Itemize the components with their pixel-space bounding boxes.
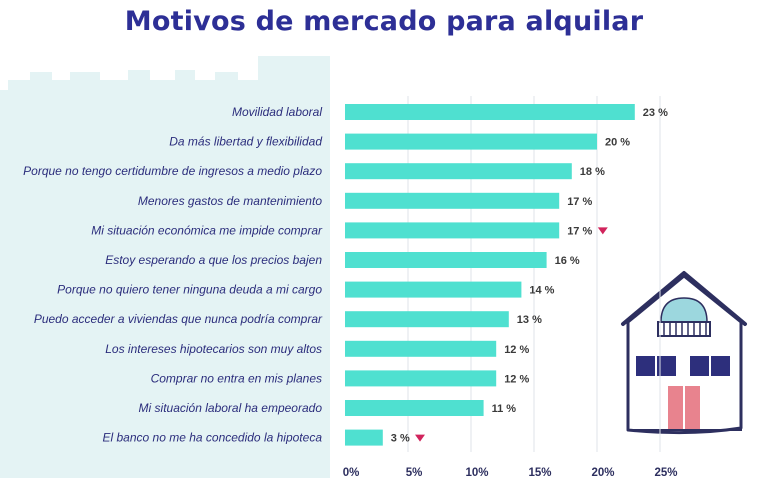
chart-title: Motivos de mercado para alquilar [124,6,644,37]
category-label: Estoy esperando a que los precios bajen [105,253,322,267]
house-illustration [621,271,747,435]
bar [345,104,635,120]
value-label: 17 % [567,225,592,237]
house-balcony [657,321,711,337]
value-label: 14 % [529,285,554,297]
category-label: El banco no me ha concedido la hipoteca [103,431,323,445]
bar [345,281,522,298]
value-label: 3 % [391,433,410,445]
bar [345,222,560,239]
bars [345,104,635,446]
bar [345,252,547,268]
x-tick-label: 10% [465,467,488,479]
value-label: 12 % [504,344,529,356]
x-tick-label: 15% [528,467,551,479]
category-label: Los intereses hipotecarios son muy altos [105,342,322,356]
x-tick-label: 20% [591,467,614,479]
x-tick-label: 0% [343,467,360,479]
value-label: 13 % [517,314,542,326]
value-labels: 23 % 20 % 18 % 17 % 17 % 16 % 14 % 13 % 12 % 12 %… [391,107,668,445]
down-arrow-icon [415,434,425,442]
gridlines [407,96,661,452]
bar [345,340,497,357]
category-label: Porque no quiero tener ninguna deuda a m… [57,283,322,297]
value-label: 20 % [605,137,630,149]
category-label: Mi situación laboral ha empeorado [139,401,323,415]
value-label: 23 % [643,107,668,119]
category-label: Puedo acceder a viviendas que nunca podr… [34,312,323,326]
house-roof [621,271,747,326]
building-silhouette [0,56,330,478]
down-arrow-icon [597,227,608,235]
x-axis-ticks: 0% 5% 10% 15% 20% 25% [343,467,678,479]
bar [345,400,484,416]
bar [345,133,597,150]
value-label: 17 % [567,196,592,208]
bar [345,370,497,387]
value-label: 11 % [492,403,517,415]
value-label: 16 % [555,255,580,267]
x-tick-label: 25% [654,467,677,479]
value-label: 18 % [580,166,605,178]
category-label: Movilidad laboral [232,105,322,119]
category-label: Mi situación económica me impide comprar [91,223,323,237]
category-label: Porque no tengo certidumbre de ingresos … [23,164,322,178]
bar [345,311,509,328]
category-label: Da más libertad y flexibilidad [169,135,322,149]
x-tick-label: 5% [406,467,423,479]
bar [345,429,383,446]
category-label: Menores gastos de mantenimiento [138,194,322,208]
category-labels: Movilidad laboral Da más libertad y flexi… [23,105,323,445]
category-label: Comprar no entra en mis planes [151,371,322,385]
house-dome-window [660,297,708,323]
bar [345,163,572,180]
value-label: 12 % [504,373,529,385]
bar [345,192,560,209]
